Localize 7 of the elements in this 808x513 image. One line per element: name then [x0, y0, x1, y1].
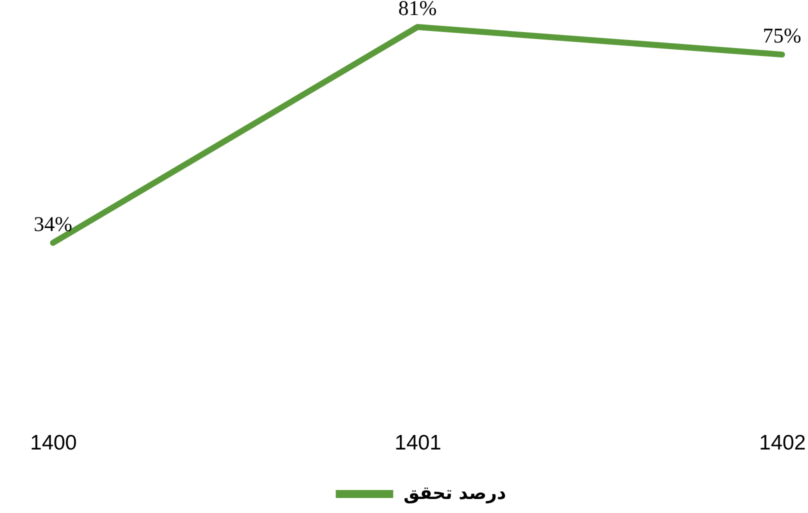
data-label: 81% [398, 0, 437, 20]
legend-label: درصد تحقق [404, 483, 506, 504]
x-tick-label: 1400 [30, 432, 77, 454]
data-label: 75% [762, 24, 802, 48]
x-tick-label: 1402 [759, 432, 806, 454]
x-tick-label: 1401 [394, 432, 442, 454]
data-label: 34% [34, 212, 72, 236]
